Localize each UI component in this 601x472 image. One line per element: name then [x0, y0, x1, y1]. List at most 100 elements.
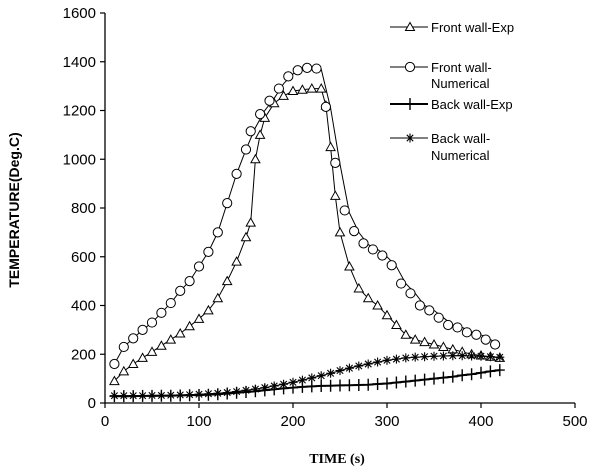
data-point-plus	[400, 375, 411, 388]
data-point-asterisk	[344, 363, 354, 373]
data-point-asterisk	[250, 384, 260, 394]
data-point-asterisk	[373, 357, 383, 367]
data-point-triangle	[109, 375, 120, 386]
data-point-asterisk	[410, 352, 420, 362]
data-point-plus	[353, 378, 364, 391]
data-point-circle	[283, 71, 294, 82]
data-point-circle	[404, 61, 416, 73]
y-tick-label: 600	[71, 249, 96, 266]
data-point-triangle	[381, 309, 393, 320]
data-point-triangle	[203, 304, 214, 315]
data-point-circle	[302, 62, 313, 73]
data-point-circle	[165, 297, 176, 309]
data-point-triangle	[184, 320, 195, 331]
x-axis-title: TIME (s)	[309, 452, 365, 467]
data-point-asterisk	[307, 373, 317, 383]
data-point-triangle	[400, 329, 412, 339]
data-point-triangle	[409, 334, 421, 344]
data-point-asterisk	[467, 351, 477, 361]
series-line	[114, 355, 500, 397]
data-point-asterisk	[109, 391, 119, 401]
data-point-circle	[273, 83, 284, 94]
data-point-circle	[490, 339, 501, 350]
data-point-circle	[424, 305, 435, 316]
data-point-circle	[330, 157, 341, 169]
data-point-plus	[438, 371, 449, 384]
data-point-circle	[128, 333, 139, 344]
data-point-triangle	[221, 275, 233, 286]
data-point-plus	[306, 380, 317, 393]
y-tick-label: 800	[71, 200, 96, 217]
y-tick-label: 0	[88, 395, 96, 412]
data-point-asterisk	[128, 391, 138, 401]
x-tick-label: 100	[186, 413, 211, 430]
data-point-triangle	[344, 260, 355, 271]
data-point-triangle	[353, 282, 365, 293]
data-point-circle	[292, 65, 303, 76]
data-point-circle	[367, 244, 378, 255]
data-point-plus	[457, 369, 468, 382]
data-point-asterisk	[203, 389, 213, 399]
data-point-plus	[372, 377, 383, 390]
data-point-asterisk	[147, 390, 157, 400]
data-point-circle	[240, 144, 252, 155]
series-1	[109, 83, 506, 386]
data-point-plus	[410, 374, 421, 387]
data-point-circle	[245, 126, 256, 137]
data-point-triangle	[250, 153, 261, 164]
data-point-circle	[184, 276, 195, 287]
data-point-asterisk	[138, 391, 148, 401]
data-point-triangle	[137, 352, 148, 362]
data-point-plus	[405, 98, 415, 110]
data-point-circle	[377, 250, 388, 261]
data-point-asterisk	[405, 133, 415, 143]
data-point-plus	[476, 366, 486, 379]
data-point-asterisk	[260, 383, 270, 393]
y-tick-label: 1600	[63, 5, 96, 22]
data-point-asterisk	[194, 389, 204, 399]
data-point-circle	[452, 322, 463, 333]
data-point-plus	[466, 368, 477, 381]
data-point-circle	[414, 300, 425, 311]
legend-label: Back wall-	[431, 131, 490, 146]
x-tick-label: 400	[468, 413, 493, 430]
data-point-circle	[118, 341, 129, 353]
data-point-asterisk	[391, 354, 401, 364]
y-tick-label: 200	[71, 346, 96, 363]
data-point-asterisk	[363, 359, 373, 369]
data-point-triangle	[127, 358, 139, 368]
series-3	[109, 364, 505, 403]
y-tick-label: 400	[71, 298, 96, 315]
data-point-circle	[264, 95, 275, 106]
legend-item-2: Front wall-Numerical	[390, 60, 492, 91]
y-axis-title: TEMPERATURE(Deg.C)	[6, 132, 22, 287]
legend-item-3: Back wall-Exp	[390, 97, 513, 112]
legend-label: Back wall-Exp	[431, 97, 513, 112]
data-point-asterisk	[119, 391, 129, 401]
data-point-circle	[320, 101, 331, 112]
data-point-asterisk	[156, 390, 166, 400]
data-point-triangle	[438, 341, 449, 351]
data-point-circle	[461, 327, 472, 338]
data-point-triangle	[404, 21, 416, 31]
data-point-plus	[447, 370, 458, 383]
data-point-plus	[391, 376, 402, 389]
data-point-asterisk	[222, 388, 232, 398]
data-point-circle	[349, 226, 360, 237]
data-point-triangle	[315, 83, 327, 93]
data-point-triangle	[193, 313, 205, 323]
data-point-asterisk	[420, 352, 430, 362]
data-point-plus	[316, 379, 327, 392]
data-point-asterisk	[185, 390, 195, 400]
data-point-plus	[419, 373, 430, 386]
data-point-circle	[480, 334, 491, 345]
data-point-triangle	[329, 190, 341, 200]
data-point-triangle	[240, 231, 252, 242]
x-tick-label: 0	[101, 413, 109, 430]
data-point-plus	[494, 364, 505, 377]
x-tick-label: 200	[280, 413, 305, 430]
data-point-circle	[231, 168, 242, 179]
data-point-asterisk	[429, 351, 439, 361]
data-point-asterisk	[401, 353, 411, 363]
